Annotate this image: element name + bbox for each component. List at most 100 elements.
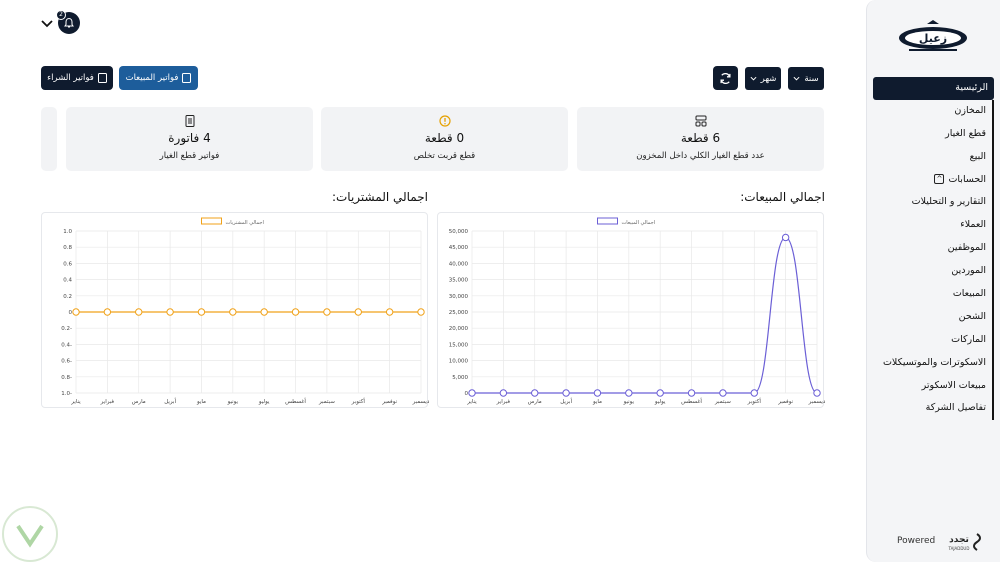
sidebar-item[interactable]: تفاصيل الشركة (873, 397, 994, 421)
y-tick-label: 10,000 (449, 359, 469, 365)
legend-swatch (597, 217, 618, 225)
sidebar-item[interactable]: البيع (873, 145, 994, 169)
data-point (323, 308, 331, 316)
sidebar-item[interactable]: الماركات (873, 328, 994, 352)
purchases-chart-title: اجمالي المشتريات: (331, 190, 428, 204)
stat-card-partial (41, 107, 57, 171)
data-point (719, 389, 727, 397)
sidebar-item-label: مبيعات الاسكوتر (921, 379, 986, 391)
sidebar-item[interactable]: المبيعات (873, 283, 994, 306)
month-select[interactable]: شهر (745, 67, 781, 90)
sidebar-item[interactable]: التقارير و التحليلات (873, 191, 994, 215)
year-select[interactable]: سنة (788, 67, 824, 90)
sidebar-item[interactable]: مبيعات الاسكوتر (873, 374, 994, 398)
y-tick-label: 0.4 (63, 278, 72, 284)
svg-text:تجدد: تجدد (949, 535, 969, 545)
card-value: 6 قطعة (680, 131, 721, 145)
x-tick-label: أغسطس (681, 397, 702, 405)
sidebar-item-label: الحسابات (948, 173, 986, 185)
y-tick-label: 0.2- (61, 326, 72, 332)
refresh-button[interactable] (713, 66, 738, 90)
x-tick-label: مايو (592, 399, 602, 405)
sidebar-item[interactable]: المخازن (873, 99, 994, 123)
sidebar-item[interactable]: قطع الغيار (873, 122, 994, 146)
refresh-icon (720, 72, 731, 84)
sidebar-item[interactable]: الموظفين (873, 237, 994, 261)
x-tick-label: مارس (132, 399, 146, 405)
sidebar-item[interactable]: الرئيسية (873, 77, 994, 100)
data-point (103, 308, 112, 316)
x-tick-label: يناير (466, 399, 477, 405)
x-tick-label: ديسمبر (412, 399, 429, 405)
sales-chart: اجمالي المبيعات 0 5,000 10,000 15,000 20,000 2… (437, 212, 825, 408)
company-logo: زعيل (899, 20, 967, 51)
data-point (656, 389, 664, 397)
card-value: 4 فاتورة (168, 131, 211, 145)
sidebar-item[interactable]: الشحن (873, 305, 994, 329)
sales-invoices-button[interactable]: فواتير المبيعات (119, 66, 198, 90)
x-tick-label: أبريل (560, 397, 572, 405)
x-tick-label: أبريل (164, 397, 176, 405)
chevron-down-icon[interactable] (40, 16, 54, 30)
y-tick-label: 35,000 (449, 278, 469, 284)
month-select-value: شهر (760, 73, 777, 84)
x-tick-label: يوليو (654, 399, 666, 405)
legend-swatch (201, 217, 222, 225)
data-point (197, 308, 206, 316)
x-tick-label: يوليو (258, 399, 270, 405)
y-tick-label: 0.4- (61, 342, 72, 348)
y-tick-label: 50,000 (449, 229, 469, 235)
x-tick-label: نوفمبر (381, 399, 397, 405)
x-tick-label: أغسطس (285, 397, 306, 405)
document-icon (185, 115, 194, 127)
stat-card-total-parts: 6 قطعة عدد قطع الغيار الكلي داخل المخزون (577, 107, 824, 171)
series-line (472, 236, 818, 394)
sidebar-item[interactable]: العملاء (873, 214, 994, 238)
data-point (781, 233, 790, 242)
sidebar-item-label: المبيعات (952, 288, 986, 300)
x-tick-label: مايو (196, 399, 206, 405)
data-point (562, 389, 570, 397)
sidebar-item-label: العملاء (960, 219, 986, 231)
sidebar-item-label: الاسكوترات والموتسيكلات (882, 356, 986, 368)
stat-card-low-stock: 0 قطعة قطع قربت تخلص (321, 107, 568, 171)
sidebar-item[interactable]: الموردين (873, 260, 994, 284)
sidebar-item-label: الشحن (958, 310, 986, 322)
watermark-logo (2, 506, 58, 562)
data-point (229, 308, 237, 316)
x-tick-label: أكتوبر (351, 397, 366, 405)
document-icon (97, 73, 107, 83)
sidebar-item-label: تفاصيل الشركة (925, 402, 986, 414)
y-tick-label: 15,000 (449, 342, 469, 348)
sidebar-item-label: البيع (969, 150, 986, 162)
y-tick-label: 20,000 (449, 326, 469, 332)
y-tick-label: 0.8 (63, 245, 72, 251)
sidebar-item[interactable]: الحسابات^ (873, 168, 994, 192)
sidebar-item-label: قطع الغيار (945, 127, 986, 139)
chevron-up-icon: ^ (934, 174, 945, 185)
purchase-invoices-button[interactable]: فواتير الشراء (41, 66, 113, 90)
card-label: قطع قربت تخلص (413, 151, 476, 161)
document-icon (182, 73, 192, 83)
tajaddud-brand-logo: تجدد TAJADDUD (948, 533, 981, 551)
y-tick-label: 0.8- (61, 375, 72, 381)
data-point (385, 308, 394, 316)
legend-label: اجمالي المشتريات (226, 220, 264, 226)
data-point (750, 389, 758, 397)
y-tick-label: 0 (465, 391, 469, 397)
notification-count-badge: 2 (56, 10, 66, 20)
y-tick-label: 1.0 (63, 229, 72, 235)
sidebar-item-label: الموظفين (947, 242, 986, 254)
card-value: 0 قطعة (424, 131, 465, 145)
x-tick-label: فبراير (100, 399, 115, 405)
stat-card-invoices: 4 فاتورة فواتير قطع الغيار (66, 107, 313, 171)
sidebar-item[interactable]: الاسكوترات والموتسيكلات (873, 351, 994, 375)
sidebar: زعيل الرئيسية المخازن قطع الغيار البيع الحسا… (866, 0, 1000, 562)
data-point (417, 308, 425, 316)
chevron-down-icon (793, 76, 800, 81)
chevron-down-icon (750, 76, 757, 81)
svg-text:TAJADDUD: TAJADDUD (948, 546, 970, 551)
sales-chart-svg: اجمالي المبيعات 0 5,000 10,000 15,000 20,000 2… (449, 217, 825, 405)
data-point (813, 389, 821, 397)
warning-icon (438, 115, 451, 127)
